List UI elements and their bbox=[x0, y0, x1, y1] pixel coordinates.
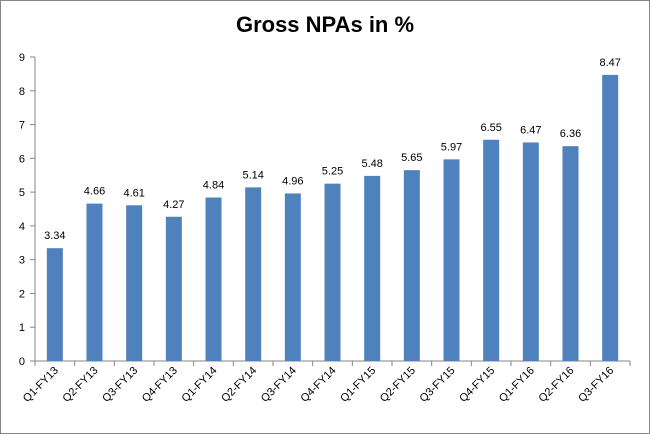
bar bbox=[522, 142, 539, 361]
x-tick-label: Q3-FY14 bbox=[259, 365, 299, 405]
bar bbox=[483, 139, 500, 361]
x-tick-label: Q4-FY15 bbox=[457, 365, 497, 405]
data-label: 4.96 bbox=[282, 175, 303, 187]
x-tick-label: Q2-FY14 bbox=[219, 365, 259, 405]
chart-title: Gross NPAs in % bbox=[235, 12, 415, 37]
bar bbox=[46, 248, 63, 361]
x-tick-label: Q1-FY14 bbox=[180, 365, 220, 405]
y-tick-label: 6 bbox=[19, 153, 25, 165]
x-tick-label: Q3-FY16 bbox=[576, 365, 616, 405]
data-label: 5.48 bbox=[361, 158, 382, 170]
data-label: 6.36 bbox=[560, 128, 581, 140]
data-label: 4.27 bbox=[163, 199, 184, 211]
y-tick-label: 3 bbox=[19, 255, 25, 267]
y-tick-label: 2 bbox=[19, 288, 25, 300]
bar bbox=[86, 203, 103, 361]
x-tick-label: Q1-FY16 bbox=[497, 365, 537, 405]
y-tick-label: 7 bbox=[19, 120, 25, 132]
bar bbox=[126, 205, 143, 361]
y-tick-label: 5 bbox=[19, 187, 25, 199]
bar bbox=[284, 193, 301, 361]
data-label: 5.97 bbox=[441, 141, 462, 153]
y-tick-label: 4 bbox=[19, 221, 25, 233]
data-label: 4.84 bbox=[203, 180, 224, 192]
x-tick-label: Q2-FY13 bbox=[61, 365, 101, 405]
bar bbox=[562, 146, 579, 361]
bar bbox=[324, 183, 341, 361]
y-tick-label: 9 bbox=[19, 52, 25, 64]
y-tick-label: 8 bbox=[19, 86, 25, 98]
data-label: 8.47 bbox=[599, 57, 620, 69]
bar bbox=[602, 74, 619, 361]
data-label: 5.25 bbox=[322, 166, 343, 178]
x-tick-label: Q1-FY13 bbox=[21, 365, 61, 405]
data-label: 4.61 bbox=[123, 187, 144, 199]
data-label: 3.34 bbox=[44, 230, 65, 242]
x-tick-label: Q1-FY15 bbox=[338, 365, 378, 405]
data-label: 6.55 bbox=[480, 122, 501, 134]
bar bbox=[443, 159, 460, 361]
x-tick-label: Q2-FY16 bbox=[537, 365, 577, 405]
data-label: 5.65 bbox=[401, 152, 422, 164]
y-tick-label: 0 bbox=[19, 356, 25, 368]
data-label: 5.14 bbox=[242, 169, 263, 181]
x-tick-label: Q3-FY15 bbox=[418, 365, 458, 405]
bar bbox=[205, 197, 222, 361]
bar bbox=[403, 170, 420, 361]
data-label: 6.47 bbox=[520, 124, 541, 136]
bar bbox=[245, 187, 262, 361]
x-tick-label: Q4-FY14 bbox=[299, 365, 339, 405]
x-tick-label: Q2-FY15 bbox=[378, 365, 418, 405]
bar bbox=[165, 216, 182, 361]
x-tick-label: Q3-FY13 bbox=[100, 365, 140, 405]
data-label: 4.66 bbox=[84, 186, 105, 198]
x-tick-label: Q4-FY13 bbox=[140, 365, 180, 405]
y-tick-label: 1 bbox=[19, 322, 25, 334]
bar bbox=[364, 175, 381, 361]
